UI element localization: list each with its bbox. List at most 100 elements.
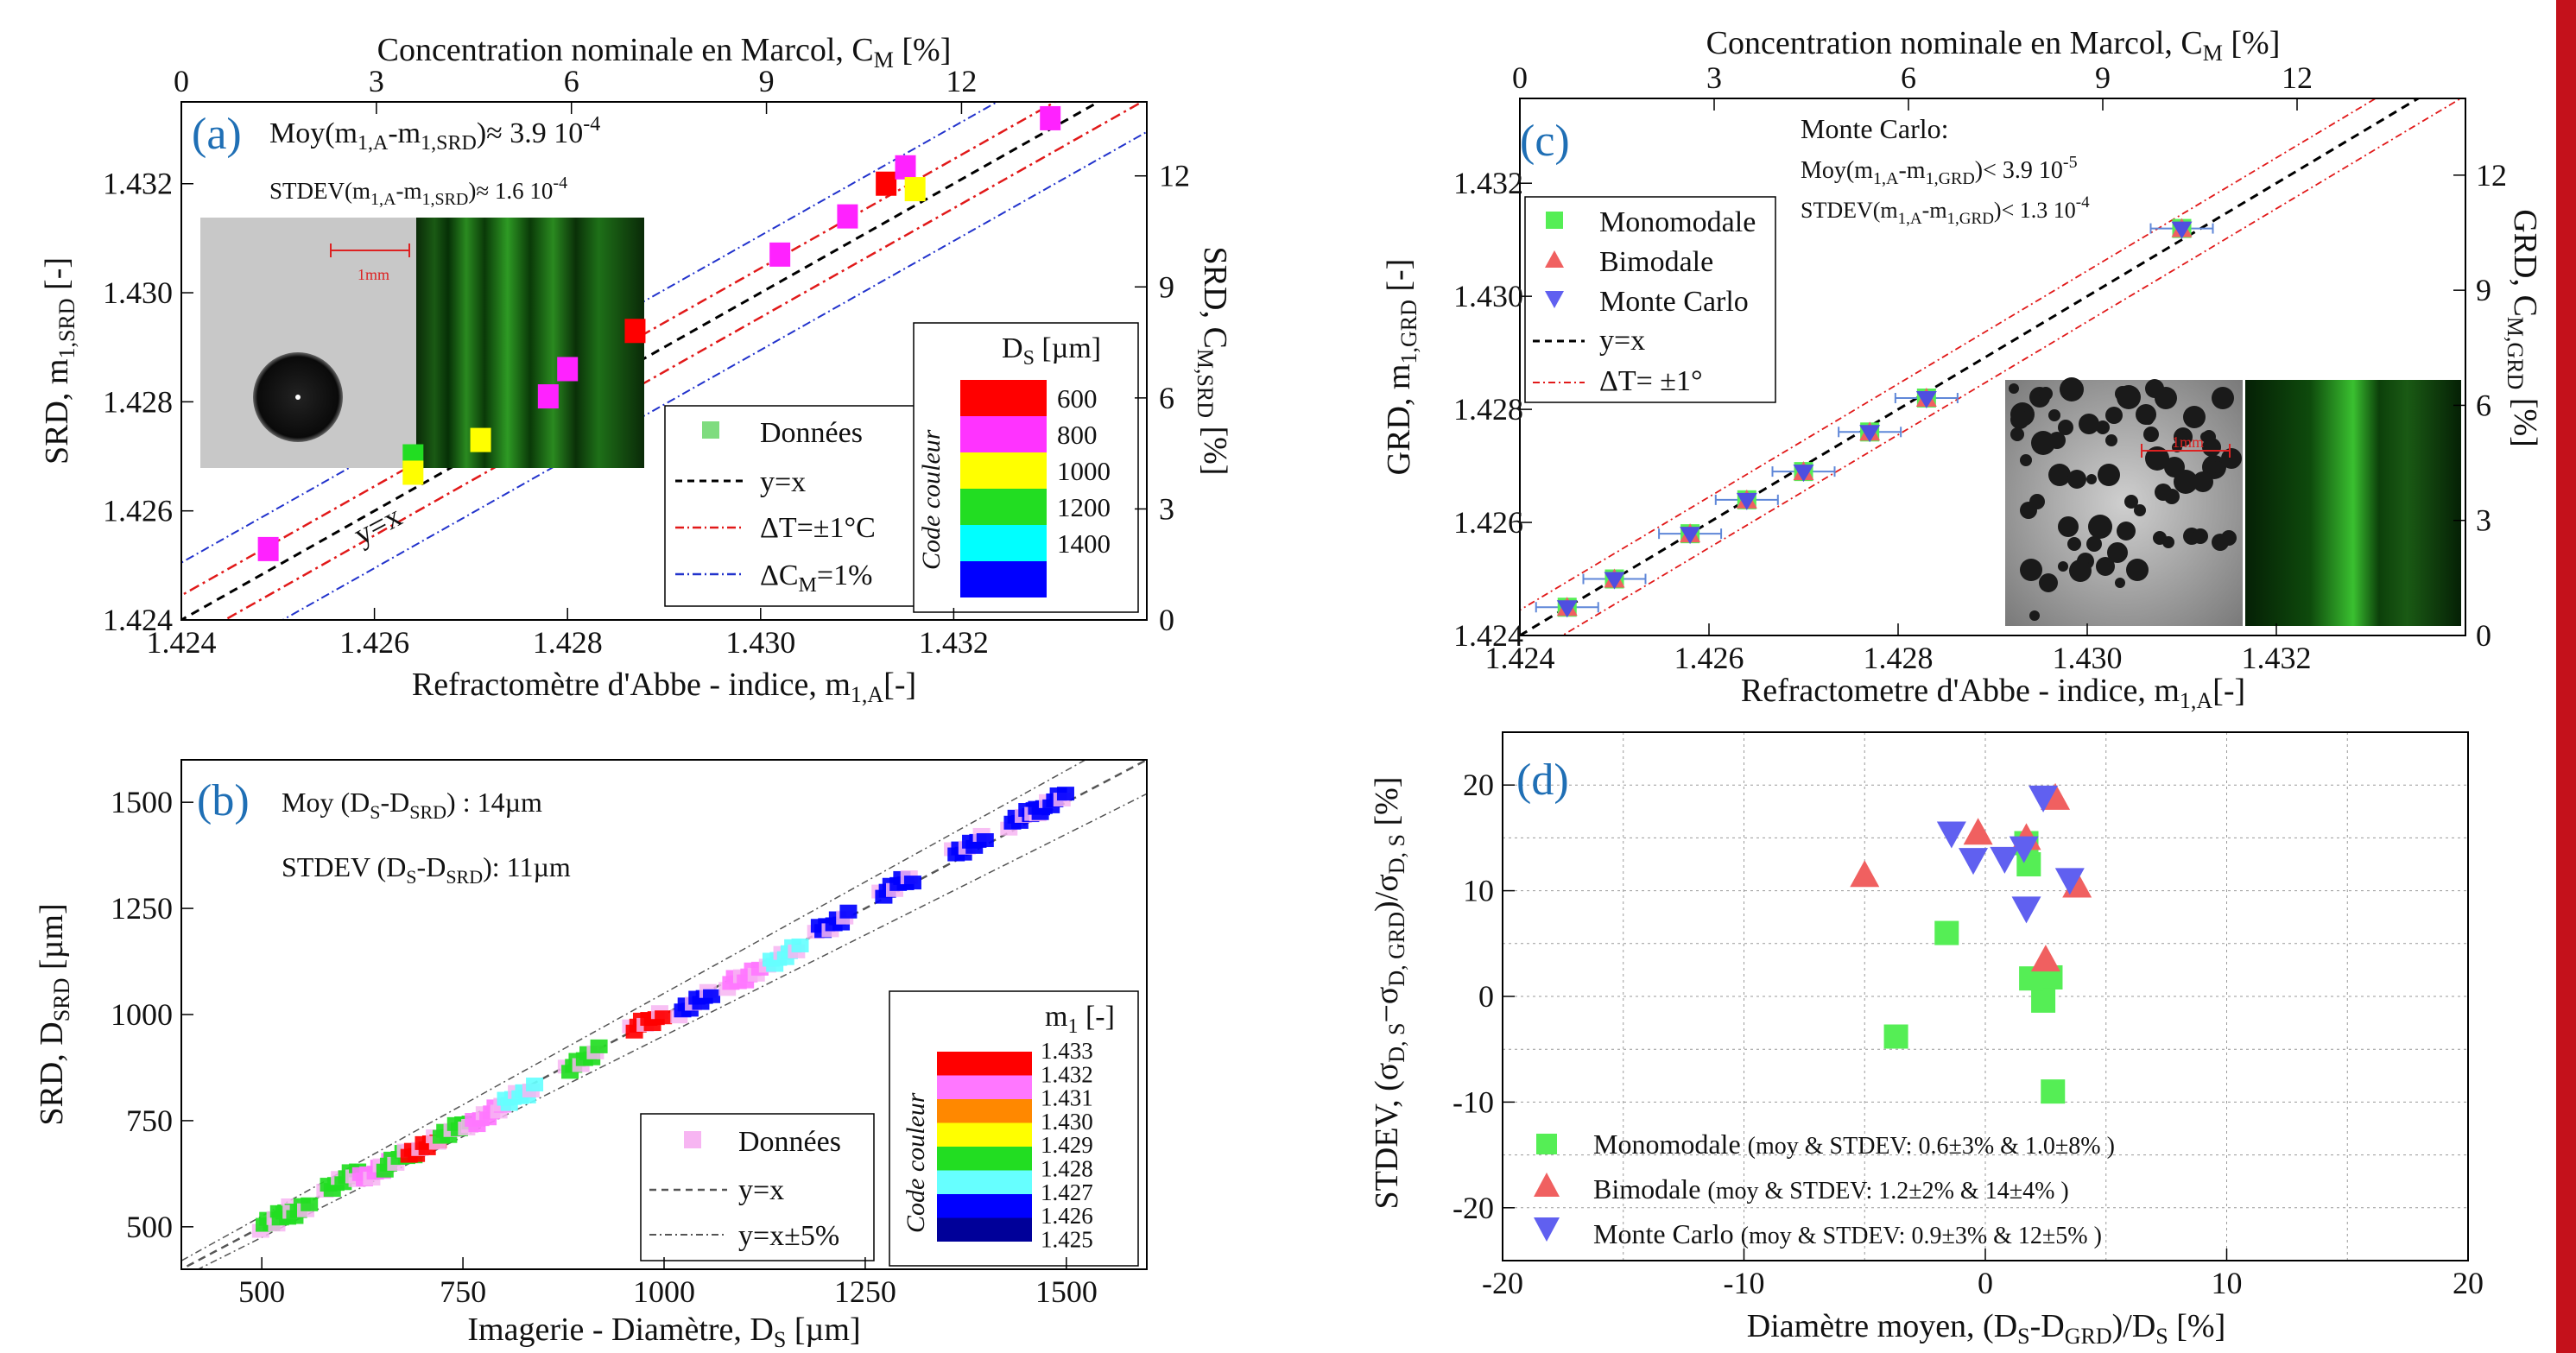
panel-a-data-point (876, 171, 897, 196)
panel-b-ytick-label: 500 (126, 1210, 173, 1244)
panel-b-colorbar-tick: 1.431 (1041, 1085, 1093, 1111)
panel-a-toptick-label: 0 (174, 64, 189, 98)
panel-b-std-annotation: STDEV (DS-DSRD): 11µm (282, 851, 571, 888)
panel-c-droplet (2143, 427, 2159, 442)
panel-c-toptick-label: 6 (1901, 60, 1916, 95)
panel-b-colorbar-segment (937, 1122, 1032, 1147)
panel-d-point-mc (2009, 836, 2039, 863)
panel-c-dt-line-low (1560, 98, 2463, 635)
panel-a-colorbar-title: DS [µm] (1002, 332, 1101, 370)
panel-c-ytick-label: 1.428 (1453, 392, 1523, 427)
panel-c-droplet (2010, 427, 2024, 441)
panel-a-xtick-label: 1.432 (919, 625, 989, 660)
panel-c-droplet (2162, 536, 2174, 548)
panel-a-colorbar-segment (960, 452, 1047, 489)
panel-c-droplet (2039, 573, 2058, 592)
panel-b-xtick-label: 500 (238, 1274, 285, 1309)
panel-a-xtick-label: 1.430 (725, 625, 795, 660)
panel-a-inset-droplet-image: 1mm (200, 218, 416, 468)
panel-d-point-mono (1934, 920, 1959, 945)
panel-a-label: (a) (192, 110, 242, 159)
panel-c-droplet (2107, 542, 2128, 563)
panel-c-droplet (2105, 434, 2117, 446)
panel-b-legend: Données y=x y=x±5% (640, 1113, 875, 1261)
panel-d-ytick-label: -10 (1453, 1084, 1494, 1119)
panel-c-droplet (2164, 457, 2185, 477)
panel-a-xtick-label: 1.428 (533, 625, 603, 660)
panel-b: (b) Moy (DS-DSRD) : 14µm STDEV (DS-DSRD)… (34, 759, 1148, 1352)
panel-a-data-point (895, 155, 916, 180)
panel-c-droplet (2136, 404, 2156, 425)
panel-a-xtick-label: 1.424 (147, 625, 217, 660)
panel-a-data-point (402, 460, 424, 485)
panel-c-droplet (2124, 495, 2138, 509)
panel-a-frame (180, 101, 1148, 621)
panel-d-legend-mc-marker (1534, 1217, 1560, 1242)
panel-a-yx-line-label: y=x (348, 498, 407, 552)
panel-c-droplet (2020, 454, 2032, 466)
panel-b-colorbar-segment (937, 1099, 1032, 1123)
panel-b-colorbar-tick: 1.427 (1041, 1179, 1093, 1205)
panel-c-droplet (2212, 461, 2224, 473)
panel-a-righttick-label: 9 (1159, 269, 1174, 304)
panel-b-data-point (791, 938, 809, 952)
panel-d-point-mc (1936, 821, 1966, 849)
panel-b-legend-yx5-label: y=x±5% (738, 1220, 839, 1252)
panel-d-xtick-label: 10 (2212, 1266, 2243, 1300)
panel-a-data-point (257, 536, 279, 561)
panel-a-legend: Données y=x ΔT=±1°C ΔCM=1% (664, 405, 921, 607)
panel-c-xlabel-top: Concentration nominale en Marcol, CM [%] (1706, 25, 2281, 66)
panel-a-colorbar-segment (960, 561, 1047, 597)
panel-b-colorbar-tick: 1.429 (1041, 1132, 1093, 1158)
panel-c-droplet (2009, 383, 2019, 394)
panel-d-point-bi (2030, 945, 2060, 972)
panel-d-point-mono (2031, 988, 2056, 1013)
panel-c-droplet (2067, 537, 2081, 551)
panel-c-droplet (2031, 431, 2055, 455)
panel-c-righttick-label: 3 (2476, 503, 2491, 538)
panel-c-point-mc (1859, 425, 1881, 443)
panel-a-toptick-label: 12 (946, 64, 977, 98)
panel-a-colorbar-tick: 1400 (1057, 528, 1111, 559)
panel-b-xtick-label: 1250 (834, 1274, 896, 1309)
panel-a-data-point (837, 204, 858, 229)
panel-c-droplet (2086, 536, 2102, 552)
panel-b-data-point (590, 1039, 608, 1053)
panel-d-point-mc (2029, 785, 2059, 812)
panel-b-colorbar-tick: 1.425 (1041, 1226, 1093, 1252)
panel-d-point-mc (2011, 896, 2041, 924)
panel-d-label: (d) (1516, 756, 1569, 805)
panel-a-data-point (557, 357, 579, 382)
panel-d-point-bi (1850, 860, 1880, 888)
panel-d: (d) Monomodale (moy & STDEV: 0.6±3% & 1.0… (1369, 731, 2484, 1349)
panel-a-data-point (769, 242, 791, 267)
panel-b-data-point (526, 1078, 544, 1092)
panel-c-dt-line-high (1520, 98, 2377, 611)
panel-c-droplet (2115, 578, 2125, 588)
panel-d-ytick-label: 0 (1478, 979, 1494, 1014)
panel-c-droplet (2029, 610, 2040, 621)
panel-d-point-bi (1963, 818, 1993, 845)
panel-d-legend-mono-marker (1536, 1134, 1557, 1154)
panel-b-label: (b) (197, 776, 250, 825)
panel-b-xtick-label: 1500 (1035, 1274, 1098, 1309)
panel-a-righttick-label: 6 (1159, 381, 1174, 415)
panel-b-colorbar-segment (937, 1194, 1032, 1218)
panel-a-colorbar-tick: 800 (1057, 420, 1098, 450)
panel-d-xtick-label: -20 (1482, 1266, 1523, 1300)
panel-d-point-mono (2041, 1079, 2066, 1104)
panel-d-ytick-label: 10 (1463, 874, 1494, 908)
panel-a-data-point (537, 384, 559, 409)
panel-a-ytick-label: 1.430 (103, 275, 173, 310)
panel-d-point-mono (1883, 1024, 1908, 1049)
panel-c-ytick-label: 1.430 (1453, 279, 1523, 313)
panel-c-toptick-label: 9 (2095, 60, 2111, 95)
panel-a-ytick-label: 1.426 (103, 494, 173, 528)
panel-b-yx-plus5-line (181, 760, 1087, 1262)
panel-c-moy-annotation: Moy(m1,A-m1,GRD)< 3.9 10-5 (1801, 153, 2078, 188)
panel-a-legend-yx-label: y=x (760, 466, 806, 498)
panel-c-droplet (2010, 410, 2029, 429)
panel-c-point-mc (1915, 391, 1937, 409)
panel-c-frame (1519, 98, 2466, 636)
panel-d-xtick-label: -10 (1724, 1266, 1765, 1300)
